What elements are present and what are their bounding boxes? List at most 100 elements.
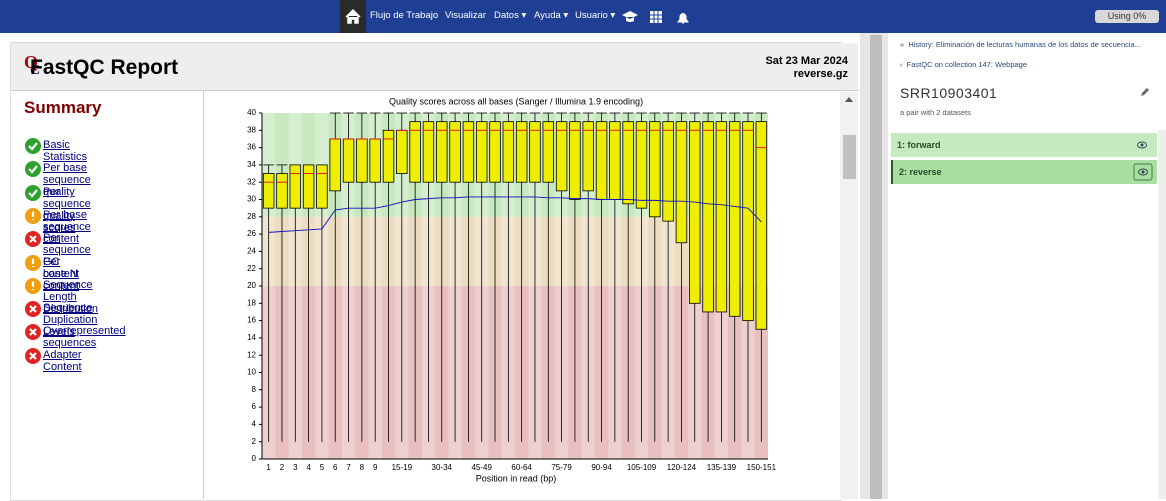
nav-item[interactable]: Flujo de Trabajo — [370, 10, 439, 21]
y-tick-label: 36 — [247, 143, 256, 152]
usage-meter[interactable]: Using 0% — [1095, 10, 1159, 23]
box — [728, 121, 741, 317]
box — [342, 138, 355, 183]
y-tick-label: 26 — [247, 229, 256, 238]
report-scrollbar[interactable] — [840, 92, 858, 499]
x-tick-label: 1 — [266, 463, 271, 472]
history-scroll[interactable] — [1158, 130, 1166, 499]
x-tick-label: 75-79 — [551, 463, 572, 472]
box — [649, 121, 661, 218]
history-subtitle: a pair with 2 datasets — [900, 108, 971, 117]
y-tick-label: 2 — [252, 437, 257, 446]
mean-line — [268, 196, 762, 233]
y-tick-label: 18 — [247, 298, 256, 307]
y-tick-label: 30 — [247, 195, 256, 204]
status-icon — [24, 323, 42, 342]
eye-icon[interactable] — [1137, 141, 1147, 149]
y-tick-label: 12 — [247, 350, 256, 359]
x-tick-label: 3 — [293, 463, 298, 472]
dataset-label: 1: forward — [897, 140, 941, 150]
nav-label: Datos — [494, 10, 519, 21]
x-tick-label: 150-151 — [747, 463, 777, 472]
box — [582, 121, 594, 192]
status-icon — [24, 137, 42, 155]
box — [635, 121, 648, 209]
box — [742, 121, 754, 321]
box — [662, 121, 674, 222]
x-tick-label: 7 — [346, 463, 351, 472]
x-tick-label: 30-34 — [432, 463, 453, 472]
summary-link[interactable]: Sequence Length Distribution — [43, 278, 99, 315]
box — [276, 173, 288, 209]
link-text: History: Eliminación de lecturas humanas… — [908, 40, 1141, 49]
link-text: FastQC on collection 147: Webpage — [906, 60, 1028, 69]
y-tick-label: 6 — [252, 402, 257, 411]
x-tick-label: 60-64 — [511, 463, 532, 472]
nav-item[interactable]: Ayuda ▾ — [534, 10, 569, 21]
x-tick-label: 4 — [306, 463, 311, 472]
box — [702, 121, 714, 313]
box — [449, 121, 461, 183]
summary-link[interactable]: Basic Statistics — [43, 139, 88, 163]
nav-item[interactable]: Visualizar — [445, 10, 487, 21]
y-tick-label: 22 — [247, 264, 256, 273]
box — [595, 121, 608, 200]
y-tick-label: 28 — [247, 212, 256, 221]
home-button[interactable] — [340, 0, 366, 33]
box — [382, 129, 395, 183]
quality-band — [262, 286, 768, 459]
x-tick-label: 5 — [320, 463, 325, 472]
summary-link[interactable]: Per base N content — [43, 255, 80, 292]
y-tick-label: 16 — [247, 316, 256, 325]
summary-link[interactable]: Sequence Duplication Levels — [43, 302, 98, 339]
nav-label: Ayuda — [534, 10, 561, 21]
x-tick-label: 6 — [333, 463, 338, 472]
report-title: FastQC Report — [30, 56, 179, 79]
dataset-label: 2: reverse — [899, 167, 942, 177]
y-tick-label: 38 — [247, 125, 256, 134]
edit-icon[interactable] — [1140, 87, 1150, 97]
status-icon — [24, 230, 42, 249]
y-tick-label: 24 — [247, 247, 256, 256]
svg-text:Q: Q — [24, 52, 38, 72]
x-axis-label: Position in read (bp) — [476, 473, 557, 483]
summary-link[interactable]: Adapter Content — [43, 348, 82, 373]
x-tick-label: 120-124 — [667, 463, 697, 472]
box — [502, 121, 515, 183]
summary-link[interactable]: Per sequence quality scores — [43, 185, 91, 234]
box — [409, 121, 421, 183]
summary-link[interactable]: Per sequence GC content — [43, 232, 91, 281]
box — [529, 121, 541, 183]
x-tick-label: 105-109 — [627, 463, 657, 472]
x-tick-label: 135-139 — [707, 463, 737, 472]
nav-item[interactable]: Usuario ▾ — [575, 10, 616, 21]
svg-text:C: C — [30, 63, 40, 76]
y-tick-label: 4 — [252, 420, 257, 429]
history-link[interactable]: « History: Eliminación de lecturas human… — [900, 40, 1141, 49]
box — [422, 121, 435, 183]
summary-column — [11, 91, 204, 499]
box — [475, 121, 488, 183]
nav-label: Usuario — [575, 10, 608, 21]
box — [489, 121, 501, 183]
eye-icon[interactable] — [1133, 163, 1153, 181]
summary-link[interactable]: Per base sequence quality — [43, 162, 91, 199]
box — [369, 138, 381, 183]
summary-link[interactable]: Per base sequence content — [43, 208, 91, 245]
box — [555, 121, 568, 192]
nav-item[interactable]: Datos ▾ — [494, 10, 527, 21]
x-tick-label: 2 — [280, 463, 285, 472]
y-tick-label: 8 — [252, 385, 257, 394]
history-link[interactable]: ‹ FastQC on collection 147: Webpage — [900, 60, 1028, 69]
dataset-item[interactable]: 1: forward — [891, 133, 1157, 157]
status-icon — [24, 253, 42, 272]
box — [289, 164, 302, 209]
panel-scroll[interactable] — [870, 35, 882, 499]
nav-icons[interactable] — [620, 8, 700, 26]
dataset-item[interactable]: 2: reverse — [891, 160, 1157, 184]
status-icon — [24, 300, 42, 319]
summary-title: Summary — [24, 98, 102, 117]
report-header — [11, 43, 858, 91]
summary-link[interactable]: Overrepresented sequences — [43, 325, 126, 350]
